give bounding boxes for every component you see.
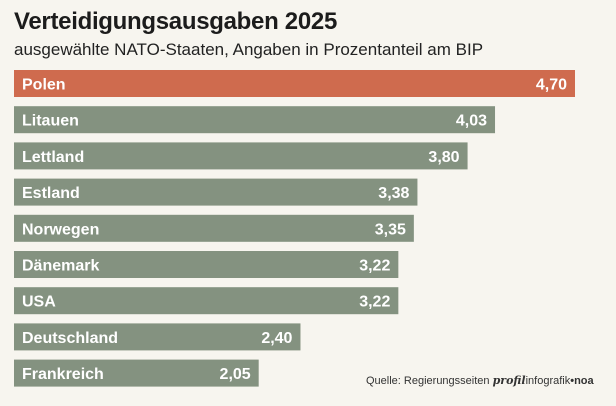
bar-value-d-nemark: 3,22 — [359, 258, 390, 275]
bar-usa — [14, 287, 399, 315]
bar-label-norwegen: Norwegen — [22, 221, 99, 238]
bar-label-litauen: Litauen — [22, 113, 79, 130]
bar-value-norwegen: 3,35 — [375, 221, 406, 238]
chart-subtitle: ausgewählte NATO-Staaten, Angaben in Pro… — [14, 40, 484, 59]
bar-value-estland: 3,38 — [378, 185, 409, 202]
bar-value-polen: 4,70 — [536, 77, 567, 94]
bar-norwegen — [14, 214, 414, 242]
brand-noa: •noa — [570, 375, 594, 387]
bar-label-frankreich: Frankreich — [22, 366, 104, 383]
bar-label-usa: USA — [22, 294, 56, 311]
bar-label-polen: Polen — [22, 77, 66, 94]
bar-d-nemark — [14, 251, 399, 278]
bar-label-estland: Estland — [22, 185, 80, 202]
bar-polen — [14, 70, 575, 97]
source-text: Quelle: Regierungsseiten — [366, 375, 490, 387]
bar-lettland — [14, 142, 468, 170]
bar-estland — [14, 178, 418, 206]
bar-litauen — [14, 106, 496, 134]
brand-infografik: infografik — [525, 375, 571, 387]
source-note: Quelle: Regierungsseiten profilinfografi… — [366, 374, 594, 387]
bar-value-frankreich: 2,05 — [220, 366, 251, 383]
bar-label-deutschland: Deutschland — [22, 330, 118, 347]
bar-label-d-nemark: Dänemark — [22, 258, 99, 275]
bar-value-lettland: 3,80 — [428, 149, 459, 166]
bar-value-deutschland: 2,40 — [261, 330, 292, 347]
bar-value-litauen: 4,03 — [456, 113, 487, 130]
bar-value-usa: 3,22 — [359, 294, 390, 311]
bar-label-lettland: Lettland — [22, 149, 84, 166]
bar-frankreich — [14, 359, 259, 387]
brand-profil: profil — [492, 374, 526, 387]
bar-deutschland — [14, 323, 301, 351]
chart-title: Verteidigungsausgaben 2025 — [14, 8, 337, 35]
